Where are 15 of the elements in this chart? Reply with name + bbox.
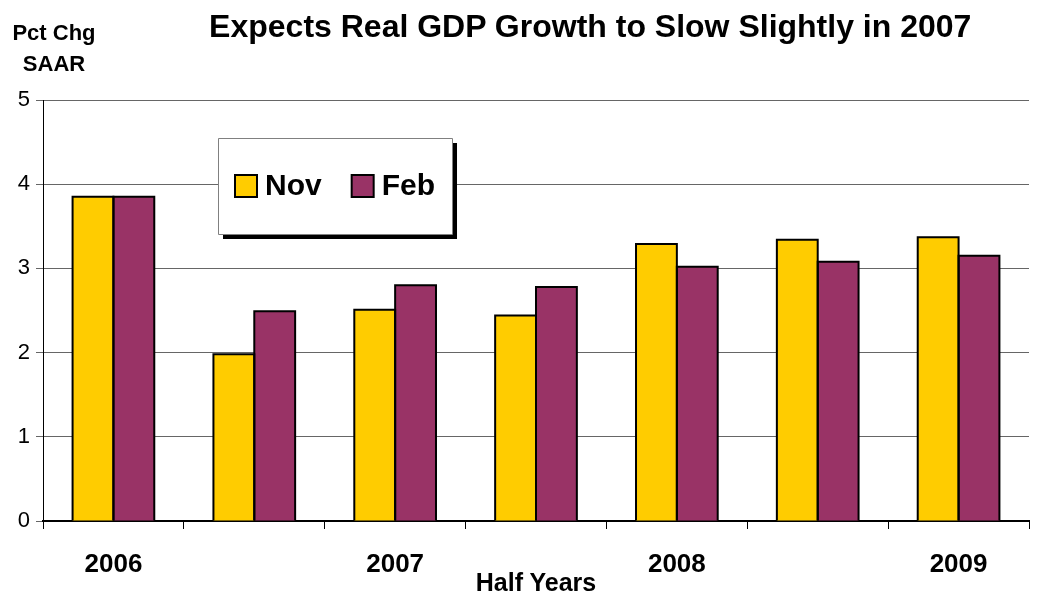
y-tick-label: 0 — [17, 507, 30, 533]
x-tick-label: 2007 — [366, 547, 425, 578]
y-axis-title: Pct Chg SAAR — [12, 20, 96, 77]
x-axis-title: Half Years — [475, 567, 597, 596]
legend-label: Nov — [265, 168, 322, 202]
y-tick-label: 5 — [17, 86, 30, 112]
x-tick-label: 2009 — [929, 547, 988, 578]
x-tick-label: 2006 — [84, 547, 143, 578]
chart-title: Expects Real GDP Growth to Slow Slightly in 2007 — [209, 7, 972, 44]
y-tick-label: 3 — [17, 254, 30, 280]
y-tick-label: 1 — [17, 422, 30, 448]
legend-label: Feb — [381, 168, 436, 202]
x-tick-label: 2008 — [647, 547, 706, 578]
y-tick-label: 2 — [17, 338, 30, 364]
y-tick-label: 4 — [17, 170, 30, 196]
